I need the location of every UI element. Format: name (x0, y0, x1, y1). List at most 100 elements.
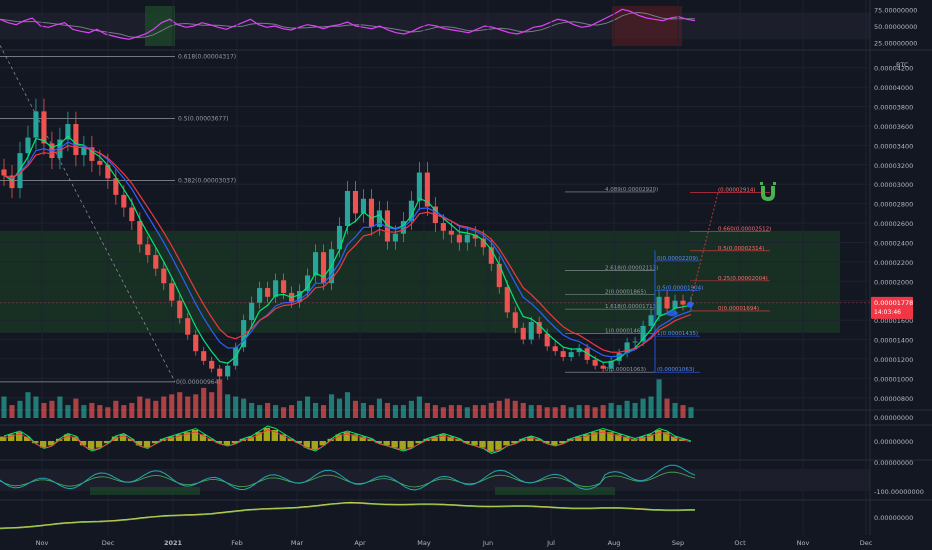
volume-bar (249, 402, 255, 418)
candle-body (129, 207, 135, 222)
volume-bar (153, 400, 159, 418)
volume-bar (320, 405, 327, 418)
price-axis-label: 0.00001600 (874, 317, 913, 325)
rsi-red-zone (612, 6, 682, 46)
volume-bar (201, 387, 207, 418)
volume-bar (73, 398, 79, 418)
fib-blue-label: (0.00001063) (657, 367, 695, 373)
volume-bar (344, 392, 351, 418)
volume-bar (25, 392, 31, 418)
macd-signal-line (3, 429, 692, 453)
candle-body (464, 234, 470, 243)
fib-blue-label: 1(0.00001435) (657, 331, 698, 337)
volume-bar (632, 402, 638, 418)
candle-body (568, 352, 574, 357)
macd-hist-bar (231, 441, 239, 444)
candle-body (169, 283, 175, 301)
candle-body (528, 322, 534, 340)
macd-hist-bar (183, 432, 191, 441)
macd-axis-label: 0.00000000 (874, 438, 913, 446)
macd-hist-bar (447, 436, 454, 441)
candle-body (368, 198, 375, 227)
macd-hist-bar (143, 441, 151, 448)
volume-bar (400, 405, 406, 418)
macd-hist-bar (503, 441, 510, 446)
candle-body (73, 124, 79, 156)
candle-body (672, 300, 678, 309)
fib-red-trend (689, 192, 719, 304)
volume-bar (105, 407, 111, 418)
candle-body (448, 230, 454, 235)
bottom-signal-line (0, 502, 696, 530)
volume-bar (289, 405, 295, 418)
price-axis-label: 0.00002400 (874, 239, 913, 247)
volume-bar (217, 379, 223, 418)
ema-red-line (3, 144, 692, 353)
volume-bar (528, 405, 534, 418)
time-axis-label: Oct (734, 539, 746, 547)
volume-bar (608, 402, 614, 418)
volume-bar (464, 407, 470, 418)
time-axis-label: Nov (797, 539, 810, 547)
volume-bar (680, 405, 686, 418)
osc-band (0, 469, 870, 491)
price-axis-label: 0.00001400 (874, 337, 913, 345)
macd-hist-bar (175, 434, 183, 441)
candle-body (472, 234, 478, 239)
volume-bar (33, 396, 39, 418)
volume-bar (297, 400, 303, 418)
macd-hist-bar (511, 441, 518, 444)
volume-bar (97, 405, 103, 418)
time-axis-label: Jul (546, 539, 555, 547)
fib-ext-label: 2.618(0.00002113) (605, 265, 658, 271)
macd-hist-bar (407, 441, 414, 448)
macd-hist-bar (271, 430, 278, 441)
volume-bar (536, 405, 542, 418)
volume-bar (129, 402, 135, 418)
candle-body (576, 348, 582, 353)
volume-bar (89, 402, 95, 418)
logo-icon (761, 186, 775, 201)
candle-body (137, 221, 143, 245)
macd-hist-bar (167, 436, 175, 441)
macd-hist-bar (87, 441, 95, 450)
bottom-axis-label: 0.00000000 (874, 514, 913, 522)
macd-hist-bar (647, 434, 654, 441)
price-axis-label: 0.00002000 (874, 278, 913, 286)
logo-dot-left (760, 182, 763, 185)
macd-hist-bar (119, 434, 127, 441)
candle-body (97, 160, 103, 165)
candle-body (312, 252, 319, 276)
price-axis-label: 0.00002200 (874, 259, 913, 267)
candle-body (664, 296, 670, 309)
fib-red-label: 0(0.00001694) (718, 306, 759, 312)
volume-bar (57, 396, 63, 418)
volume-bar (544, 407, 550, 418)
macd-hist-bar (63, 434, 71, 441)
volume-bar (352, 400, 359, 418)
macd-hist-bar (7, 434, 15, 441)
price-axis-label: 0.00003200 (874, 162, 913, 170)
volume-bar (336, 398, 343, 418)
bottom-pane (0, 501, 696, 530)
volume-bar (225, 394, 231, 418)
macd-hist-bar (71, 436, 79, 441)
volume-bar (265, 402, 271, 418)
volume-bar (305, 396, 311, 418)
macd-hist-bar (639, 436, 646, 441)
macd-hist-bar (351, 434, 358, 441)
time-axis-label: Nov (36, 539, 49, 547)
time-axis-bg (0, 535, 932, 550)
price-axis-label: 0.00003800 (874, 104, 913, 112)
volume-bar (640, 398, 646, 418)
volume-pane (1, 379, 694, 418)
volume-bar (416, 396, 422, 418)
time-axis-label: Jun (482, 539, 493, 547)
macd-hist-bar (335, 434, 342, 441)
macd-hist-bar (191, 430, 199, 441)
candle-body (416, 172, 422, 201)
candle-body (360, 198, 367, 214)
candle-body (600, 365, 606, 369)
